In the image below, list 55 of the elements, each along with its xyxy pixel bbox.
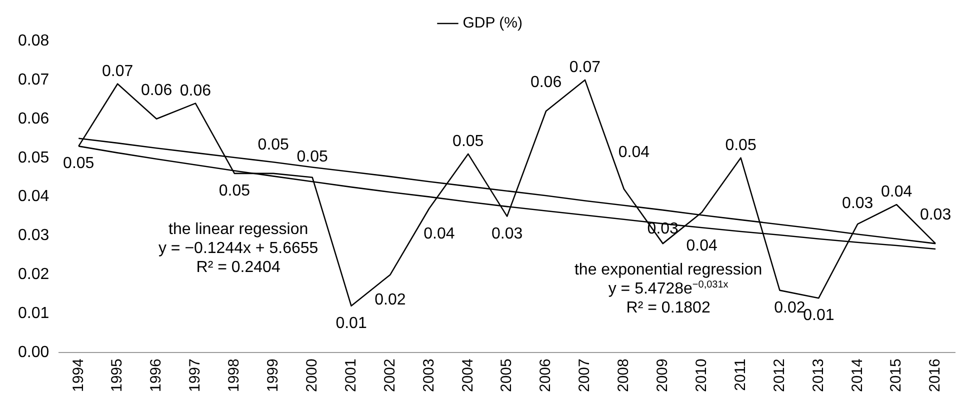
x-tick-label: 2001: [342, 358, 360, 392]
x-tick-label: 2000: [303, 358, 320, 392]
data-label: 0.07: [102, 62, 134, 80]
x-tick-label: 2012: [770, 358, 788, 392]
x-tick-label: 2010: [692, 358, 710, 392]
data-label: 0.06: [180, 82, 212, 100]
data-label: 0.05: [63, 155, 94, 172]
x-tick-label: 2013: [810, 358, 827, 392]
data-label: 0.05: [218, 182, 250, 200]
data-label: 0.04: [686, 237, 718, 254]
y-tick-label: 0.08: [18, 32, 50, 50]
y-tick-label: 0.02: [18, 266, 50, 284]
x-tick-label: 1997: [186, 358, 204, 392]
y-tick-label: 0.07: [18, 71, 50, 88]
data-label: 0.05: [296, 148, 328, 166]
x-tick-label: 1995: [108, 358, 126, 392]
x-tick-label: 2015: [888, 358, 905, 392]
y-tick-label: 0.05: [18, 149, 50, 166]
data-label: 0.06: [140, 82, 172, 99]
x-tick-label: 1996: [148, 358, 165, 392]
data-label: 0.02: [374, 292, 406, 309]
x-tick-label: 2005: [498, 358, 516, 392]
data-label: 0.03: [842, 195, 874, 212]
y-tick-label: 0.00: [18, 344, 50, 362]
x-tick-label: 2003: [420, 358, 438, 392]
x-tick-label: 2002: [381, 358, 398, 392]
data-label: 0.06: [530, 74, 562, 92]
data-label: 0.04: [618, 144, 650, 162]
y-tick-label: 0.03: [18, 227, 50, 244]
x-tick-label: 1998: [226, 358, 243, 392]
y-tick-label: 0.06: [18, 110, 50, 128]
x-tick-label: 2011: [732, 358, 749, 391]
data-label: 0.03: [920, 206, 952, 224]
x-tick-label: 2009: [654, 358, 672, 392]
x-tick-label: 2014: [848, 358, 866, 392]
data-label: 0.01: [803, 307, 834, 324]
y-tick-label: 0.01: [18, 305, 50, 322]
data-label: 0.04: [424, 226, 455, 242]
x-tick-label: 2008: [615, 358, 632, 392]
data-label: 0.01: [336, 314, 367, 332]
x-tick-label: 1994: [70, 358, 87, 392]
y-tick-label: 0.04: [18, 188, 50, 206]
data-label: 0.05: [258, 136, 290, 154]
data-label: 0.05: [452, 132, 484, 150]
x-tick-label: 2016: [926, 358, 944, 392]
data-label: 0.05: [725, 136, 756, 154]
x-tick-label: 1999: [264, 358, 282, 392]
x-tick-label: 2006: [537, 358, 554, 392]
x-tick-label: 2004: [459, 358, 476, 392]
x-tick-label: 2007: [576, 358, 594, 392]
annotation: the linear regession y = −0.1244x + 5.6655 R² = 0.2404: [158, 221, 318, 276]
data-label: 0.03: [492, 225, 523, 242]
legend-label: GDP (%): [462, 14, 522, 32]
data-label: 0.07: [569, 58, 601, 76]
data-label: 0.04: [881, 184, 912, 201]
